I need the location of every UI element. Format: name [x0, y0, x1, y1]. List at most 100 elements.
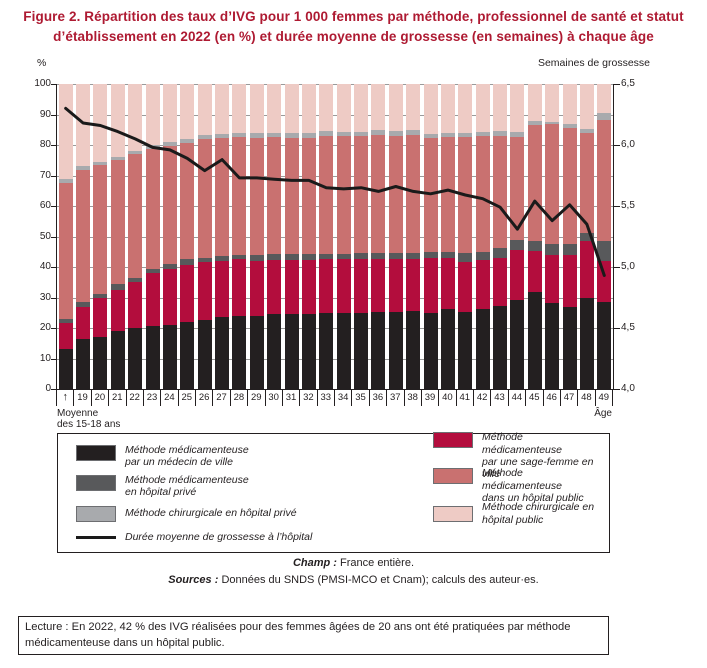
right-axis-tick [613, 389, 620, 390]
bar-25 [179, 84, 196, 389]
segment [406, 84, 421, 131]
segment [319, 135, 334, 254]
segment [388, 131, 403, 136]
left-axis-tick [51, 84, 57, 85]
segment [93, 337, 108, 389]
gridline [57, 236, 613, 238]
segment [597, 84, 612, 114]
segment [562, 244, 577, 256]
bar-20 [92, 84, 109, 389]
segment [197, 320, 212, 389]
legend-label: Méthode médicamenteuse par un médecin de… [125, 443, 249, 468]
segment [58, 349, 73, 389]
segment [579, 241, 594, 299]
segment [527, 84, 542, 121]
segment [440, 136, 455, 253]
segment [423, 313, 438, 389]
segment [579, 133, 594, 234]
segment [301, 314, 316, 389]
bar-32 [300, 84, 317, 389]
segment [232, 137, 247, 255]
segment [93, 294, 108, 299]
figure-title-line1: Figure 2. Répartition des taux d’IVG pou… [23, 9, 684, 24]
segment [128, 84, 143, 151]
segment [110, 289, 125, 332]
segment [215, 317, 230, 389]
legend-item-sage-femme: Méthode médicamenteuse par une sage-femm… [433, 431, 605, 481]
segment [493, 131, 508, 136]
bar-46 [544, 84, 561, 389]
segment [319, 312, 334, 389]
segment [440, 309, 455, 389]
champ-label: Champ : [292, 557, 337, 569]
segment [458, 84, 473, 133]
segment [545, 303, 560, 389]
bar-21 [109, 84, 126, 389]
segment [128, 328, 143, 389]
segment [197, 262, 212, 321]
bar-22 [127, 84, 144, 389]
segment [162, 268, 177, 325]
legend-item-duree-grossesse: Durée moyenne de grossesse à l’hôpital [76, 531, 433, 543]
segment [180, 259, 195, 265]
x-label-27: 27 [212, 390, 229, 406]
gestation-line-chart [64, 106, 606, 277]
segment [145, 149, 160, 269]
left-tick-label: 70 [39, 169, 51, 181]
segment [579, 298, 594, 389]
segment [215, 138, 230, 257]
x-label-39: 39 [420, 390, 438, 406]
segment [76, 302, 91, 307]
x-label-48: 48 [577, 390, 594, 406]
left-tick-label: 90 [39, 108, 51, 120]
segment [510, 84, 525, 133]
gridline [57, 267, 613, 268]
segment [562, 306, 577, 389]
segment [545, 121, 560, 124]
bar-38 [405, 84, 422, 389]
left-axis-tick [51, 114, 57, 116]
stacked-bars [57, 84, 613, 389]
x-label-43: 43 [490, 390, 507, 406]
left-axis-tick [51, 267, 57, 268]
segment [58, 323, 73, 350]
segment [162, 84, 177, 142]
left-axis-tick [51, 389, 57, 390]
right-axis-tick [613, 145, 620, 146]
segment [93, 161, 108, 166]
segment [406, 134, 421, 253]
sources-text: Données du SNDS (PMSI-MCO et Cnam); calc… [218, 574, 539, 586]
segment [545, 244, 560, 256]
x-label-21: 21 [108, 390, 125, 406]
left-tick-label: 60 [39, 200, 51, 211]
bar-45 [526, 84, 543, 389]
segment [371, 84, 386, 131]
bar-29 [248, 84, 265, 389]
x-label-30: 30 [264, 390, 282, 406]
right-tick-label: 5,5 [621, 200, 635, 211]
gridline [57, 358, 613, 360]
segment [319, 253, 334, 260]
right-tick-label: 5,0 [621, 261, 635, 272]
x-label-38: 38 [403, 390, 421, 406]
x-label-32: 32 [299, 390, 316, 406]
legend-box: Méthode médicamenteuse par un médecin de… [57, 431, 610, 553]
segment [440, 252, 455, 259]
champ-note: Champ : France entière. [0, 557, 707, 569]
segment [597, 120, 612, 242]
segment [284, 314, 299, 389]
right-tick-label: 4,5 [621, 322, 635, 333]
segment [180, 84, 195, 140]
segment [510, 299, 525, 389]
segment [597, 302, 612, 389]
x-label-45: 45 [525, 390, 542, 406]
gridline [57, 84, 613, 85]
segment [423, 134, 438, 139]
segment [249, 137, 264, 255]
segment [579, 84, 594, 130]
segment [128, 282, 143, 328]
x-label-28: 28 [229, 390, 247, 406]
segment [301, 260, 316, 315]
segment [527, 250, 542, 293]
